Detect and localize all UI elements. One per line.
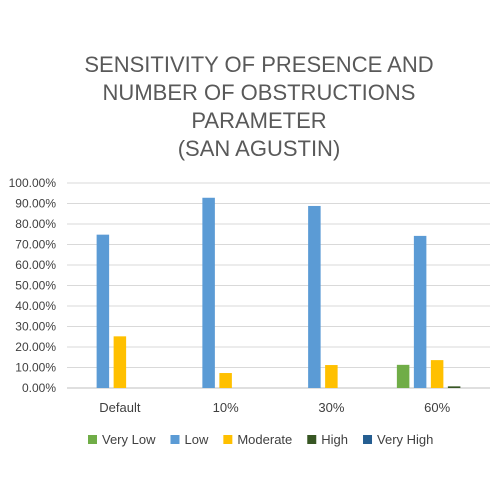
y-tick-label: 50.00% (15, 279, 56, 293)
y-tick-label: 60.00% (15, 258, 56, 272)
bar-high (447, 386, 461, 388)
chart-title-line-2: NUMBER OF OBSTRUCTIONS (103, 80, 416, 105)
y-tick-label: 90.00% (15, 197, 56, 211)
gridlines (67, 182, 490, 389)
x-axis-category-labels: Default 10% 30% 60% (99, 400, 450, 415)
bar-moderate (219, 373, 232, 388)
legend-item-moderate: Moderate (223, 432, 292, 447)
legend-label: High (321, 432, 348, 447)
legend-item-very-low: Very Low (88, 432, 156, 447)
bars (96, 197, 461, 388)
legend-swatch (363, 435, 373, 444)
legend-item-very-high: Very High (363, 432, 433, 447)
bar-moderate (113, 336, 127, 388)
y-tick-label: 70.00% (15, 238, 56, 252)
legend-item-low: Low (170, 432, 209, 447)
y-tick-label: 10.00% (15, 361, 56, 375)
legend-label: Very Low (102, 432, 156, 447)
y-tick-label: 100.00% (9, 176, 57, 190)
y-tick-label: 30.00% (15, 320, 56, 334)
legend-swatch (88, 435, 97, 444)
chart-title-line-3: PARAMETER (191, 108, 326, 133)
bar-low (96, 234, 110, 388)
bar-low (202, 197, 215, 388)
bar-moderate (325, 365, 338, 388)
y-tick-label: 40.00% (15, 299, 56, 313)
bar-moderate (430, 360, 444, 388)
chart-title-line-1: SENSITIVITY OF PRESENCE AND (84, 52, 433, 77)
y-axis-tick-labels: 0.00% 10.00% 20.00% 30.00% 40.00% 50.00% 60.00… (9, 176, 57, 395)
legend-label: Low (184, 432, 208, 447)
x-category-label: 30% (318, 400, 344, 415)
y-tick-label: 20.00% (15, 340, 56, 354)
x-category-label: Default (99, 400, 141, 415)
legend-label: Moderate (237, 432, 292, 447)
x-category-label: 60% (424, 400, 450, 415)
chart-title: SENSITIVITY OF PRESENCE AND NUMBER OF OB… (84, 52, 433, 161)
legend: Very Low Low Moderate High Very High (88, 432, 433, 447)
y-tick-label: 0.00% (22, 381, 56, 395)
bar-very-low (396, 364, 410, 388)
legend-swatch (170, 435, 180, 444)
legend-item-high: High (307, 432, 348, 447)
bar-low (413, 235, 427, 388)
chart-title-line-4: (SAN AGUSTIN) (178, 136, 341, 161)
legend-swatch (223, 435, 233, 444)
legend-swatch (307, 435, 317, 444)
x-category-label: 10% (213, 400, 239, 415)
y-tick-label: 80.00% (15, 217, 56, 231)
bar-low (308, 205, 321, 388)
legend-label: Very High (377, 432, 433, 447)
